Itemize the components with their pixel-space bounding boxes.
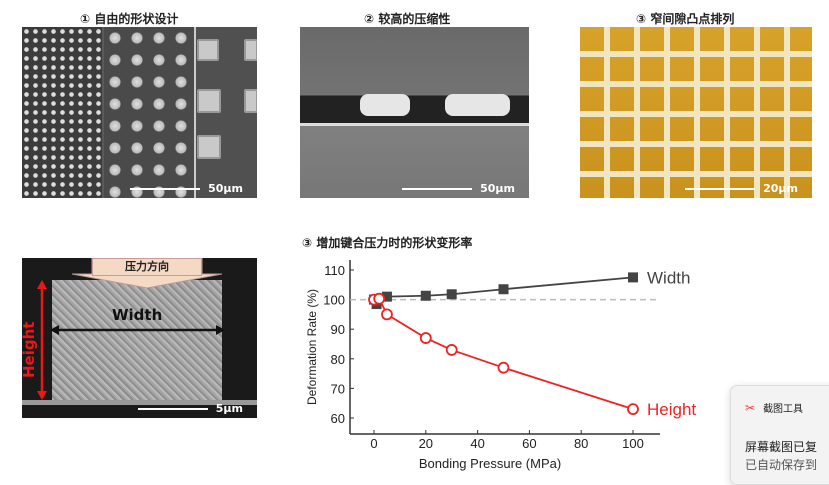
- y-tick-label: 60: [331, 411, 345, 426]
- pressure-direction-label: 压力方向: [92, 258, 202, 276]
- height-series-line: [373, 297, 634, 410]
- chart-title: ③ 增加键合压力时的形状变形率: [302, 236, 473, 250]
- deformation-chart: 60 70 80 90 100 110 0 20 40 60 80 100 Bonding Pressu…: [305, 260, 696, 471]
- x-tick-label: 20: [419, 436, 433, 451]
- height-point: [445, 344, 458, 356]
- scale-bar: 20μm: [685, 182, 798, 195]
- width-point: [498, 284, 509, 295]
- height-legend-label: Height: [647, 400, 696, 419]
- scale-bar: 5μm: [137, 402, 243, 415]
- y-tick-label: 70: [331, 381, 345, 396]
- sem-image-compression: 50μm: [300, 27, 529, 198]
- y-tick-label: 90: [331, 322, 345, 337]
- x-axis-label: Bonding Pressure (MPa): [419, 456, 561, 471]
- width-point: [420, 290, 431, 301]
- toast-submessage: 已自动保存到: [745, 458, 818, 472]
- width-legend-label: Width: [647, 268, 690, 287]
- sem-image-bump-cross-section: 压力方向 Width Height 5μm: [22, 258, 257, 418]
- width-point: [628, 272, 638, 283]
- height-point: [381, 308, 393, 321]
- snipping-tool-notification[interactable]: ✂ 截图工具 屏幕截图已复 已自动保存到: [730, 385, 829, 485]
- y-axis-label: Deformation Rate (%): [305, 289, 319, 405]
- x-tick-label: 40: [470, 436, 484, 451]
- height-point: [497, 361, 510, 374]
- width-point: [446, 289, 457, 300]
- height-point: [627, 403, 639, 416]
- panel3-title: ③ 窄间隙凸点排列: [636, 12, 735, 26]
- scale-bar: 50μm: [130, 182, 243, 195]
- x-tick-label: 0: [370, 436, 377, 451]
- toast-message: 屏幕截图已复: [745, 440, 818, 454]
- scale-bar: 50μm: [402, 182, 515, 195]
- height-point: [419, 332, 432, 344]
- height-label: Height: [22, 321, 38, 378]
- sem-image-free-shapes: 50μm: [22, 27, 257, 198]
- y-tick-label: 80: [331, 352, 345, 367]
- width-label: Width: [112, 306, 163, 324]
- panel2-title: ② 较高的压缩性: [364, 12, 451, 26]
- y-tick-label: 110: [324, 263, 345, 278]
- snipping-tool-icon: ✂: [745, 400, 756, 415]
- width-point: [381, 291, 392, 302]
- sem-image-narrow-gap: 20μm: [580, 27, 812, 198]
- panel1-title: ① 自由的形状设计: [80, 12, 179, 26]
- y-tick-label: 100: [323, 293, 345, 308]
- x-tick-label: 80: [574, 436, 588, 451]
- toast-app-name: 截图工具: [763, 404, 804, 415]
- x-tick-label: 60: [522, 436, 536, 451]
- height-point: [373, 292, 386, 305]
- x-tick-label: 100: [622, 436, 644, 451]
